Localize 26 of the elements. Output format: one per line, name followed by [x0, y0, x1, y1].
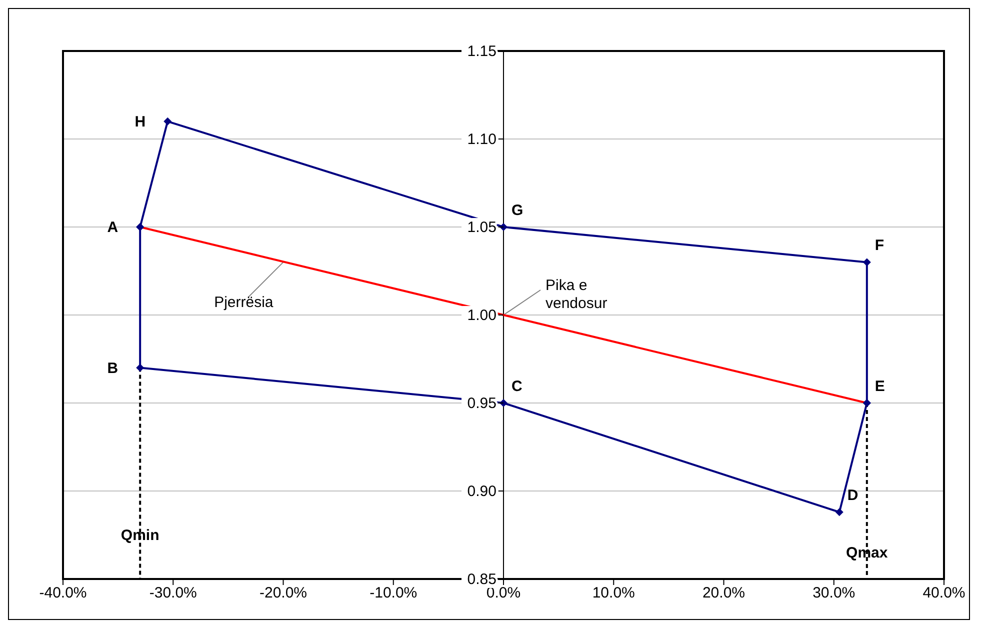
x-tick-label: -30.0%: [149, 584, 197, 602]
annotation: D: [847, 487, 858, 504]
x-tick-label: 40.0%: [922, 584, 966, 602]
annotation: Pika e vendosur: [546, 277, 608, 312]
annotation: B: [107, 360, 118, 377]
annotation: C: [512, 378, 522, 395]
annotation: A: [107, 219, 118, 236]
annotation: F: [874, 237, 884, 254]
x-tick-label: -40.0%: [39, 584, 87, 602]
x-tick-label: 30.0%: [812, 584, 856, 602]
x-tick-label: 10.0%: [592, 584, 635, 602]
y-tick-label: 1.00: [467, 307, 496, 324]
annotation: H: [134, 113, 146, 130]
x-tick-label: -20.0%: [259, 584, 308, 602]
y-tick-label: 0.90: [467, 483, 496, 500]
annotation: Qmax: [846, 544, 888, 562]
y-tick-label: 1.10: [467, 131, 496, 148]
annotation: Qmin: [120, 527, 160, 544]
y-tick-label: 1.15: [467, 43, 496, 60]
annotation: G: [512, 202, 524, 219]
annotation: Pjerrësia: [214, 294, 274, 312]
y-tick-label: 1.05: [467, 219, 496, 236]
y-tick-label: 0.95: [467, 395, 496, 412]
x-tick-label: -10.0%: [370, 584, 418, 602]
x-tick-label: 20.0%: [702, 584, 746, 602]
annotation: E: [874, 378, 885, 395]
